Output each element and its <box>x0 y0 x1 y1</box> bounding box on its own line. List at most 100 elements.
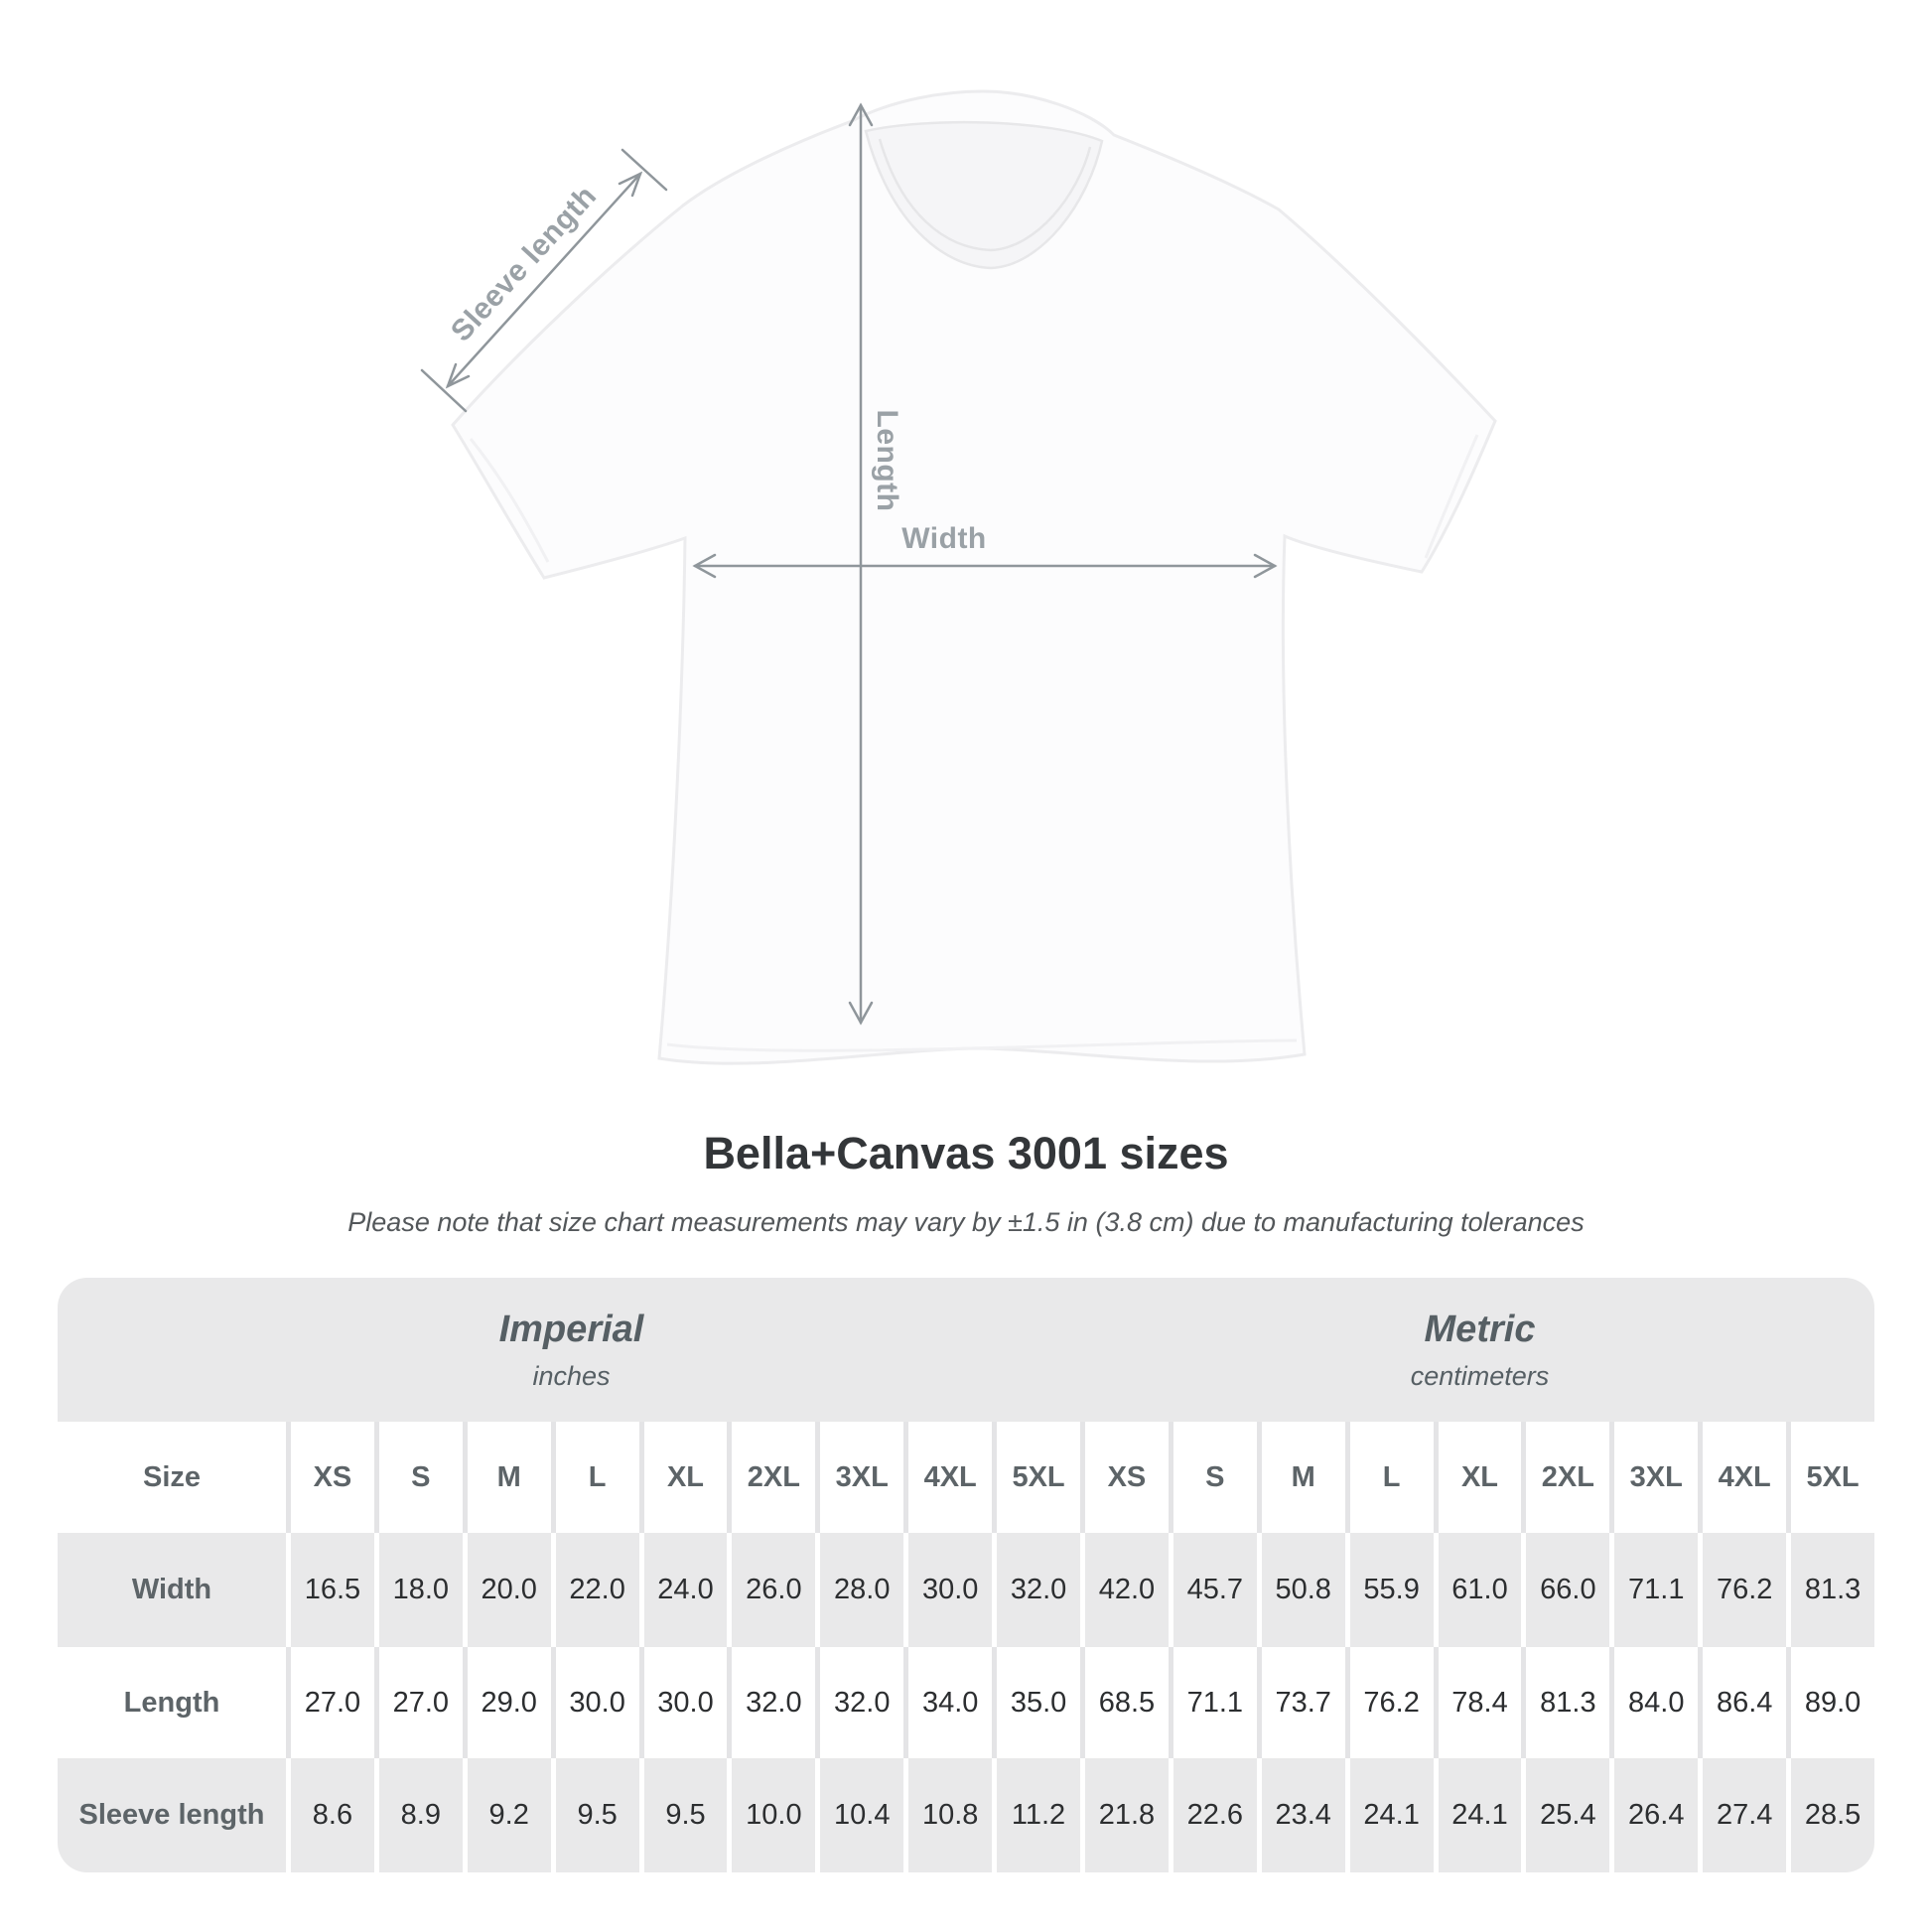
value-cell: 10.8 <box>903 1758 992 1872</box>
row-label: Sleeve length <box>78 1799 265 1831</box>
value-cell: 76.2 <box>1344 1647 1434 1758</box>
value-cell: 50.8 <box>1256 1533 1345 1647</box>
size-column-header: 4XL <box>903 1422 992 1533</box>
value-cell: 73.7 <box>1256 1647 1345 1758</box>
table-row-width: Width 16.5 18.0 20.0 22.0 24.0 26.0 28.0 30.0 32.… <box>58 1533 1874 1647</box>
value-cell: 89.0 <box>1786 1647 1874 1758</box>
size-column-header: 2XL <box>727 1422 815 1533</box>
value-cell: 29.0 <box>462 1647 551 1758</box>
size-header-row: Size XS S M L XL 2XL 3XL 4XL 5XL XS S M L XL 2XL 3XL 4XL… <box>58 1422 1874 1533</box>
value-cell: 26.4 <box>1609 1758 1698 1872</box>
size-table: Imperial inches Metric centimeters Size … <box>58 1278 1874 1872</box>
value-cell: 30.0 <box>903 1533 992 1647</box>
size-column-header: 2XL <box>1521 1422 1609 1533</box>
metric-header: Metric centimeters <box>1085 1278 1874 1422</box>
value-cell: 35.0 <box>992 1647 1080 1758</box>
tshirt-illustration <box>420 89 1497 1065</box>
tolerance-note: Please note that size chart measurements… <box>347 1207 1585 1237</box>
size-column-header: S <box>373 1422 463 1533</box>
size-column-header: XS <box>1079 1422 1169 1533</box>
value-cell: 8.9 <box>373 1758 463 1872</box>
unit-header-band: Imperial inches Metric centimeters <box>58 1278 1874 1422</box>
imperial-unit: inches <box>532 1360 611 1391</box>
value-cell: 22.6 <box>1168 1758 1257 1872</box>
imperial-label: Imperial <box>498 1308 644 1350</box>
value-cell: 21.8 <box>1079 1758 1169 1872</box>
size-column-header: 5XL <box>1786 1422 1874 1533</box>
row-label: Length <box>123 1686 220 1719</box>
value-cell: 32.0 <box>992 1533 1080 1647</box>
size-column-header: L <box>1344 1422 1434 1533</box>
metric-label: Metric <box>1424 1308 1536 1350</box>
value-cell: 42.0 <box>1079 1533 1169 1647</box>
value-cell: 32.0 <box>815 1647 903 1758</box>
value-cell: 66.0 <box>1521 1533 1609 1647</box>
length-arrow <box>848 102 874 1026</box>
value-cell: 10.4 <box>815 1758 903 1872</box>
value-cell: 28.5 <box>1786 1758 1874 1872</box>
size-column-header: 3XL <box>1609 1422 1698 1533</box>
value-cell: 24.1 <box>1433 1758 1522 1872</box>
size-column-header: M <box>462 1422 551 1533</box>
table-row-sleeve-length: Sleeve length 8.6 8.9 9.2 9.5 9.5 10.0 10.4 10.8… <box>58 1758 1874 1872</box>
value-cell: 11.2 <box>992 1758 1080 1872</box>
value-cell: 9.5 <box>550 1758 639 1872</box>
value-cell: 26.0 <box>727 1533 815 1647</box>
row-label: Width <box>131 1574 212 1605</box>
fabric-seams <box>469 434 1479 1052</box>
size-column-header: S <box>1168 1422 1257 1533</box>
value-cell: 23.4 <box>1256 1758 1345 1872</box>
size-column-header: 4XL <box>1698 1422 1786 1533</box>
value-cell: 30.0 <box>550 1647 639 1758</box>
value-cell: 45.7 <box>1168 1533 1257 1647</box>
sleeve-length-arrow <box>420 148 668 413</box>
size-column-header: XL <box>1433 1422 1522 1533</box>
value-cell: 76.2 <box>1698 1533 1786 1647</box>
value-cell: 86.4 <box>1698 1647 1786 1758</box>
value-cell: 81.3 <box>1786 1533 1874 1647</box>
value-cell: 30.0 <box>638 1647 728 1758</box>
width-label: Width <box>901 522 987 555</box>
tshirt-collar <box>864 120 1104 270</box>
size-column-header: XS <box>286 1422 374 1533</box>
size-column-header: M <box>1256 1422 1345 1533</box>
value-cell: 27.0 <box>286 1647 374 1758</box>
value-cell: 68.5 <box>1079 1647 1169 1758</box>
page-title: Bella+Canvas 3001 sizes <box>703 1128 1229 1178</box>
value-cell: 20.0 <box>462 1533 551 1647</box>
value-cell: 8.6 <box>286 1758 374 1872</box>
value-cell: 24.1 <box>1344 1758 1434 1872</box>
value-cell: 10.0 <box>727 1758 815 1872</box>
size-column-header: 3XL <box>815 1422 903 1533</box>
size-column-header: XL <box>638 1422 728 1533</box>
size-column-header: L <box>550 1422 639 1533</box>
collar-ribbing-seam <box>878 138 1092 252</box>
size-column-header: 5XL <box>992 1422 1080 1533</box>
value-cell: 24.0 <box>638 1533 728 1647</box>
value-cell: 28.0 <box>815 1533 903 1647</box>
imperial-header: Imperial inches <box>58 1278 1085 1422</box>
value-cell: 71.1 <box>1168 1647 1257 1758</box>
value-cell: 9.5 <box>638 1758 728 1872</box>
value-cell: 34.0 <box>903 1647 992 1758</box>
value-cell: 22.0 <box>550 1533 639 1647</box>
value-cell: 71.1 <box>1609 1533 1698 1647</box>
width-arrow <box>692 553 1278 579</box>
value-cell: 27.0 <box>373 1647 463 1758</box>
value-cell: 16.5 <box>286 1533 374 1647</box>
value-cell: 18.0 <box>373 1533 463 1647</box>
value-cell: 32.0 <box>727 1647 815 1758</box>
tshirt-body <box>451 89 1497 1065</box>
value-cell: 25.4 <box>1521 1758 1609 1872</box>
table-row-length: Length 27.0 27.0 29.0 30.0 30.0 32.0 32.0 34.0 35… <box>58 1647 1874 1758</box>
value-cell: 81.3 <box>1521 1647 1609 1758</box>
metric-unit: centimeters <box>1410 1360 1550 1391</box>
value-cell: 78.4 <box>1433 1647 1522 1758</box>
length-label: Length <box>871 409 903 512</box>
value-cell: 61.0 <box>1433 1533 1522 1647</box>
value-cell: 9.2 <box>462 1758 551 1872</box>
value-cell: 84.0 <box>1609 1647 1698 1758</box>
value-cell: 55.9 <box>1344 1533 1434 1647</box>
value-cell: 27.4 <box>1698 1758 1786 1872</box>
